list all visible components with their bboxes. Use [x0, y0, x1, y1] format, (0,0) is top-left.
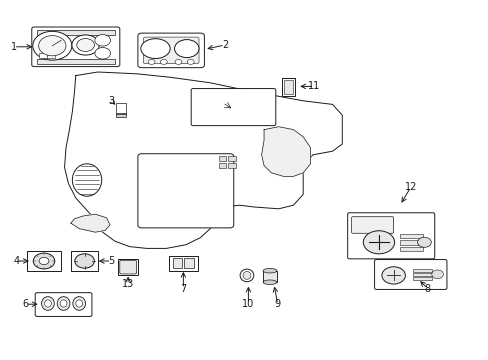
FancyBboxPatch shape: [347, 213, 434, 259]
FancyBboxPatch shape: [191, 89, 275, 126]
Circle shape: [95, 48, 110, 59]
Ellipse shape: [60, 300, 67, 307]
Ellipse shape: [76, 300, 82, 307]
Bar: [399, 240, 423, 245]
Ellipse shape: [41, 297, 54, 310]
Ellipse shape: [174, 40, 199, 58]
Circle shape: [363, 231, 394, 254]
Bar: [118, 259, 138, 275]
Polygon shape: [261, 127, 310, 176]
Bar: [399, 247, 423, 251]
FancyBboxPatch shape: [143, 37, 199, 64]
Bar: [27, 251, 61, 271]
Text: 11: 11: [307, 81, 320, 91]
FancyBboxPatch shape: [35, 293, 92, 316]
Circle shape: [381, 267, 405, 284]
Circle shape: [148, 59, 155, 64]
Bar: [184, 258, 194, 268]
Circle shape: [33, 31, 72, 60]
Polygon shape: [64, 72, 342, 248]
Circle shape: [33, 253, 55, 269]
Circle shape: [39, 36, 66, 56]
Text: 13: 13: [122, 279, 134, 289]
Bar: [412, 273, 431, 276]
Ellipse shape: [73, 297, 85, 310]
Bar: [228, 156, 236, 161]
Text: 4: 4: [13, 256, 19, 266]
Bar: [168, 256, 198, 271]
Bar: [284, 80, 292, 94]
Text: 10: 10: [242, 299, 254, 309]
Text: 9: 9: [274, 299, 280, 309]
FancyBboxPatch shape: [374, 260, 446, 289]
Polygon shape: [71, 214, 110, 232]
Bar: [412, 277, 431, 280]
Circle shape: [175, 59, 182, 64]
Circle shape: [39, 257, 49, 265]
FancyBboxPatch shape: [138, 154, 233, 228]
Ellipse shape: [263, 280, 276, 284]
Ellipse shape: [141, 39, 170, 58]
Bar: [37, 30, 115, 35]
Circle shape: [75, 254, 94, 268]
Ellipse shape: [57, 297, 70, 310]
FancyBboxPatch shape: [351, 217, 393, 233]
FancyBboxPatch shape: [32, 27, 120, 67]
Circle shape: [417, 237, 430, 247]
Ellipse shape: [263, 269, 276, 273]
Ellipse shape: [243, 271, 250, 279]
Ellipse shape: [240, 269, 253, 282]
FancyBboxPatch shape: [138, 33, 204, 68]
Circle shape: [72, 35, 99, 55]
Bar: [218, 156, 226, 161]
Bar: [172, 258, 182, 268]
FancyBboxPatch shape: [120, 260, 136, 274]
Circle shape: [77, 39, 94, 51]
Circle shape: [431, 270, 443, 279]
Bar: [399, 234, 423, 238]
Text: 2: 2: [222, 40, 227, 50]
Bar: [412, 269, 431, 272]
Text: 1: 1: [11, 42, 17, 52]
Bar: [263, 271, 276, 282]
Bar: [228, 163, 236, 168]
Ellipse shape: [72, 164, 102, 196]
Bar: [71, 251, 98, 271]
Text: 7: 7: [180, 284, 186, 294]
Bar: [116, 113, 126, 117]
Bar: [39, 53, 47, 58]
Bar: [281, 78, 295, 96]
Text: 12: 12: [404, 182, 416, 192]
Bar: [218, 163, 226, 168]
Text: 5: 5: [108, 256, 114, 266]
Circle shape: [187, 59, 194, 64]
Text: 6: 6: [22, 299, 28, 309]
Bar: [47, 53, 55, 58]
Text: 8: 8: [424, 284, 430, 294]
Bar: [37, 59, 115, 64]
Bar: [116, 103, 126, 114]
Circle shape: [95, 35, 110, 46]
Text: 3: 3: [108, 96, 114, 106]
Ellipse shape: [44, 300, 51, 307]
Circle shape: [160, 59, 167, 64]
